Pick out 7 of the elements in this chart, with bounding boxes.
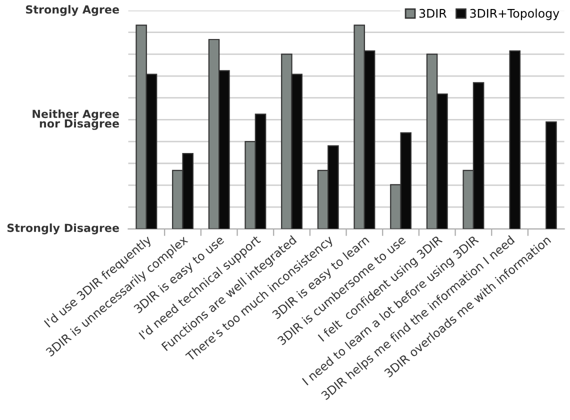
bar — [509, 50, 521, 229]
text: Strongly Agree — [26, 5, 119, 16]
text: Neither Agree nor Disagree — [32, 109, 119, 130]
text: Strongly Disagree — [7, 223, 119, 234]
legend-label: 3DIR — [419, 8, 446, 18]
legend-label: 3DIR+Topology — [470, 8, 560, 20]
bar — [546, 121, 557, 229]
